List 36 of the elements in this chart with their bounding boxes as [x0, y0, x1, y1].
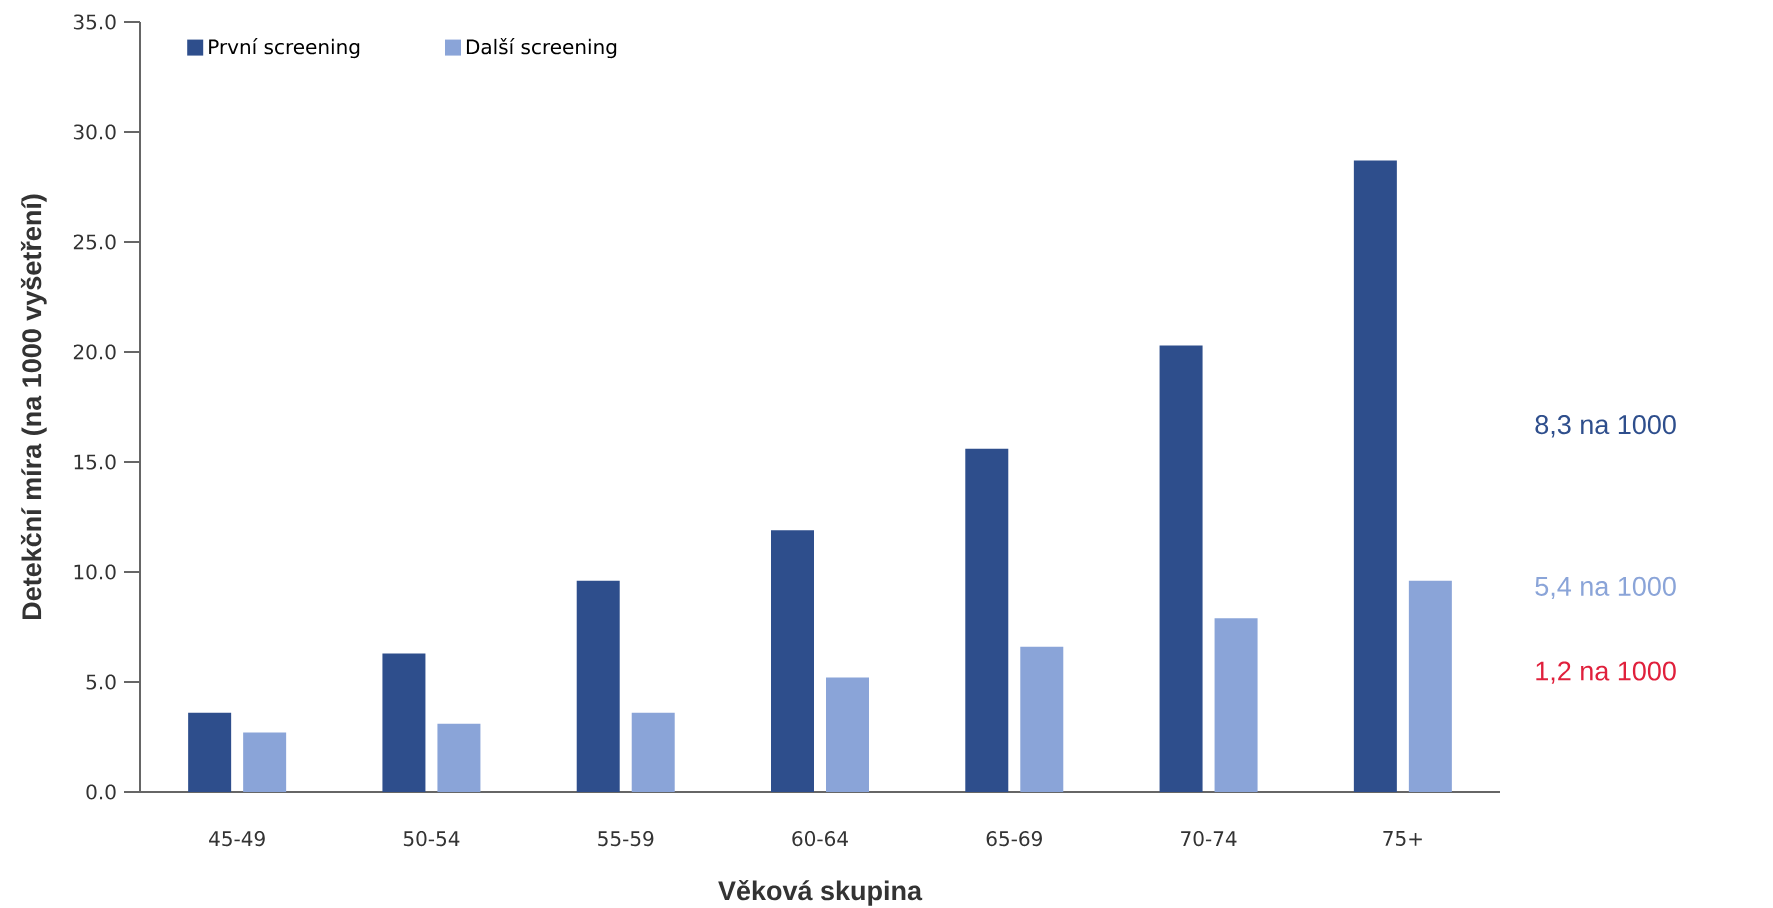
x-tick-label: 60-64: [792, 831, 848, 847]
x-tick-label: 50-54: [403, 831, 460, 847]
y-tick-label: 30.0: [73, 124, 116, 140]
x-tick-label: 70-74: [1181, 831, 1237, 847]
bar: [1159, 345, 1203, 792]
bar: [1214, 618, 1258, 792]
y-tick-label: 15.0: [74, 454, 116, 470]
legend-label: Další screening: [466, 38, 617, 59]
bar: [1353, 160, 1397, 792]
text: 5,4 na 1000: [1535, 576, 1676, 600]
bar: [965, 448, 1009, 792]
y-axis-title: Detekční míra (na 1000 vyšetření): [20, 194, 47, 620]
bar: [1408, 580, 1452, 792]
legend-label: První screening: [209, 38, 360, 59]
x-axis-title: Věková skupina: [718, 879, 923, 906]
x-tick-label: 75+: [1383, 831, 1422, 846]
y-tick-label: 25.0: [73, 234, 116, 250]
x-tick-label: 55-59: [598, 831, 654, 847]
bar: [188, 712, 232, 792]
bar: [1020, 646, 1064, 792]
bar: [631, 712, 675, 792]
x-tick-label: 65-69: [986, 831, 1042, 847]
x-tick-label: 45-49: [209, 831, 265, 847]
bar: [437, 723, 481, 792]
bar: [771, 530, 814, 792]
text: 1,2 na 1000: [1536, 661, 1676, 684]
bar: [576, 580, 620, 792]
y-tick-label: 10.0: [74, 564, 116, 580]
y-tick-label: 35.0: [73, 14, 116, 30]
bar: [243, 732, 287, 792]
bar: [382, 653, 426, 792]
y-tick-label: 5.0: [86, 674, 116, 690]
text: 8,3 na 1000: [1535, 415, 1676, 438]
y-tick-label: 0.0: [86, 784, 116, 800]
y-tick-label: 20.0: [73, 344, 116, 360]
bar: [826, 677, 869, 792]
